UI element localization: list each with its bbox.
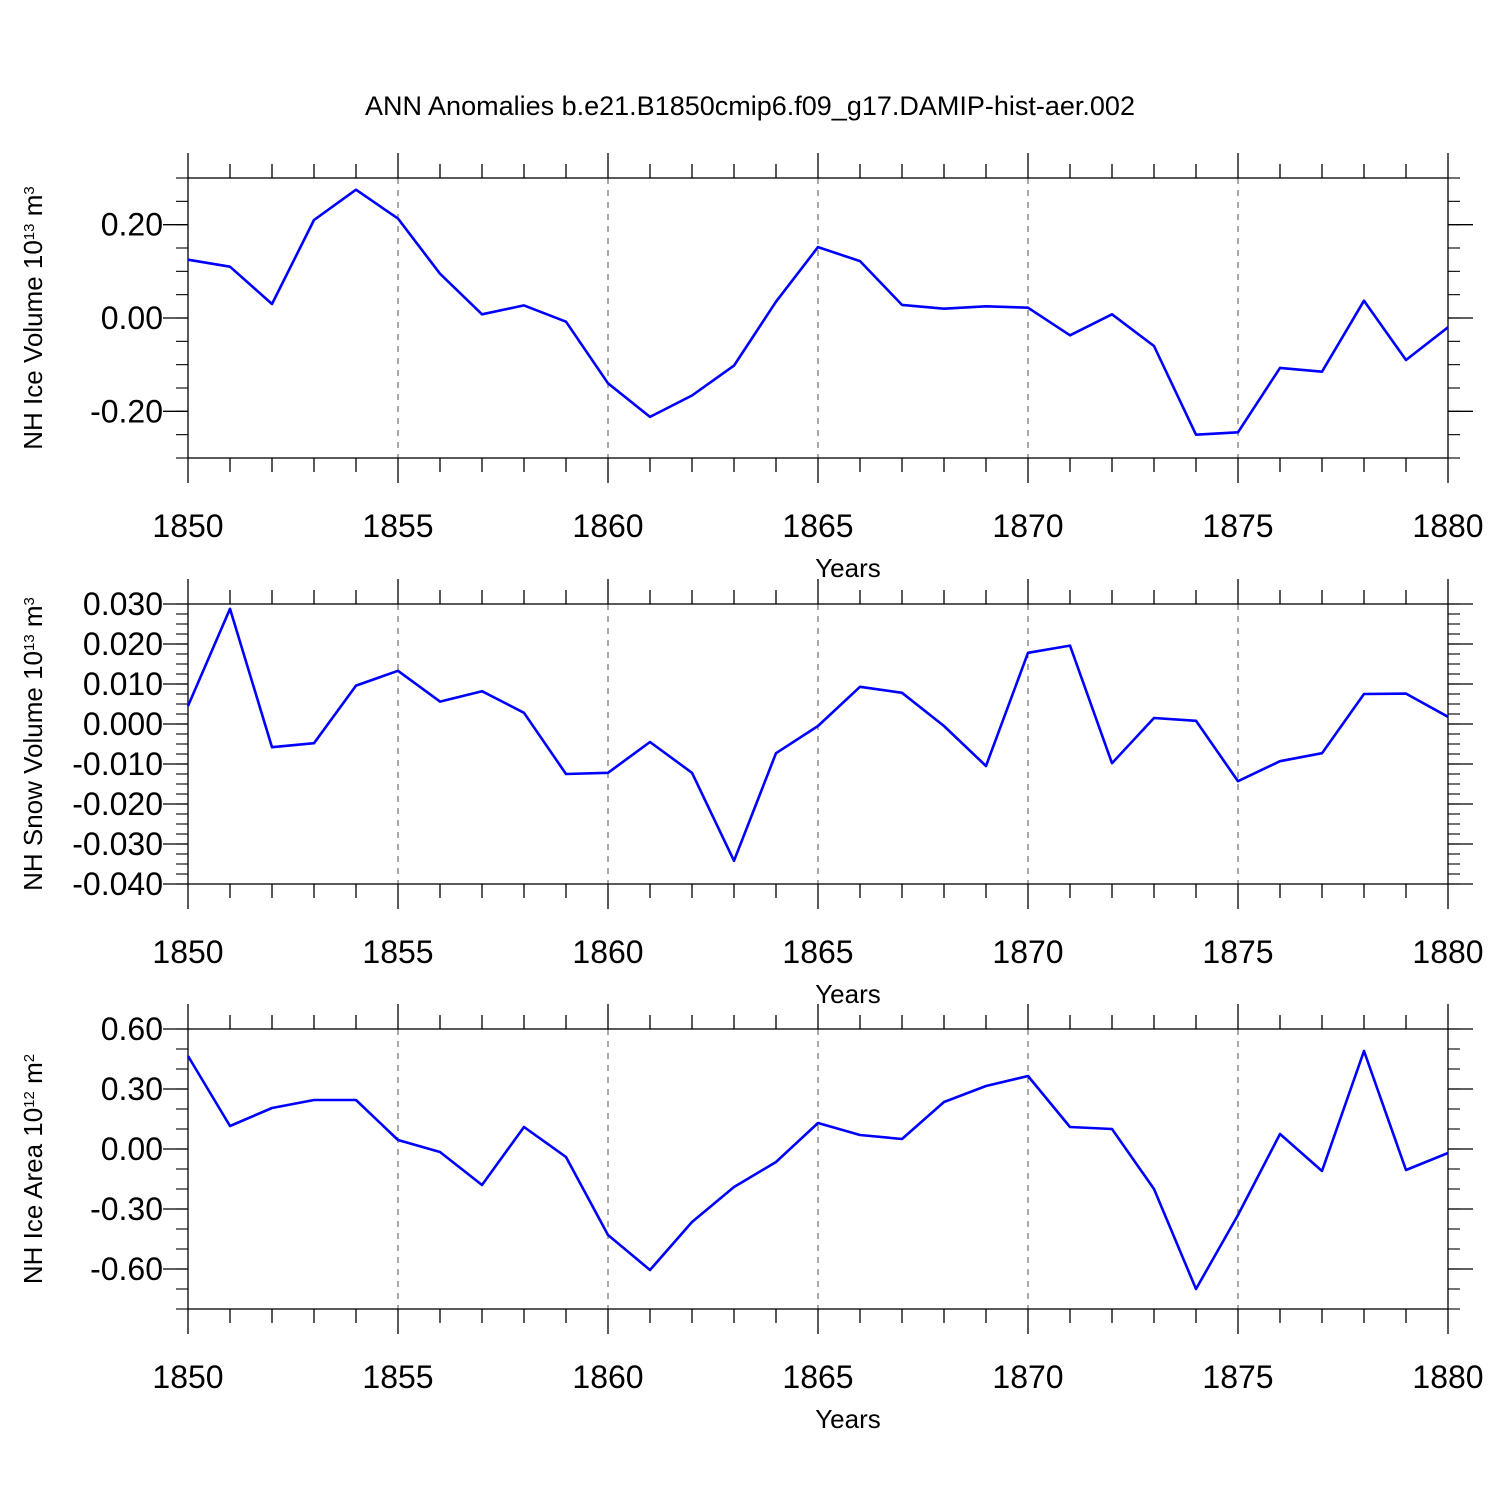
y-tick-label: -0.010: [72, 746, 163, 782]
y-tick-label: -0.30: [90, 1191, 163, 1227]
panel-3: 0.60 0.30 0.00 -0.30 -0.60 1850 1855 1860 1865 18…: [18, 1004, 1484, 1434]
x-tick-label: 1870: [992, 1359, 1063, 1395]
y-axis-label: NH Ice Volume 1013 m3: [18, 186, 48, 449]
panel-2: 0.030 0.020 0.010 0.000 -0.010 -0.020 -0.030 -0…: [18, 579, 1484, 1009]
x-tick-label: 1865: [782, 508, 853, 544]
x-tick-label: 1850: [152, 508, 223, 544]
series-line-1: [187, 188, 1449, 437]
x-axis-label: Years: [815, 553, 881, 583]
y-tick-label: 0.20: [101, 207, 163, 243]
y-tick-label: -0.040: [72, 866, 163, 902]
y-tick-label: -0.60: [90, 1251, 163, 1287]
y-tick-label: -0.020: [72, 786, 163, 822]
x-tick-label: 1880: [1412, 1359, 1483, 1395]
x-tick-label: 1860: [572, 934, 643, 970]
x-tick-label: 1875: [1202, 934, 1273, 970]
y-tick-label: 0.30: [101, 1071, 163, 1107]
x-tick-label: 1860: [572, 508, 643, 544]
y-tick-label: 0.00: [101, 1131, 163, 1167]
chart-title: ANN Anomalies b.e21.B1850cmip6.f09_g17.D…: [365, 91, 1135, 121]
x-tick-label: 1875: [1202, 1359, 1273, 1395]
x-tick-label: 1870: [992, 508, 1063, 544]
y-tick-label: -0.030: [72, 826, 163, 862]
x-axis-label: Years: [815, 1404, 881, 1434]
y-axis-label: NH Snow Volume 1013 m3: [18, 597, 48, 891]
y-tick-label: 0.000: [83, 706, 163, 742]
y-tick-label: -0.20: [90, 393, 163, 429]
x-tick-label: 1880: [1412, 508, 1483, 544]
y-tick-label: 0.00: [101, 300, 163, 336]
x-tick-label: 1855: [362, 1359, 433, 1395]
x-tick-label: 1855: [362, 934, 433, 970]
y-tick-label: 0.030: [83, 586, 163, 622]
x-tick-label: 1860: [572, 1359, 643, 1395]
chart-panels: 0.20 0.00 -0.20 1850 1855 1860 1865 1870 1875 188…: [18, 153, 1484, 1434]
x-tick-label: 1855: [362, 508, 433, 544]
x-tick-label: 1865: [782, 1359, 853, 1395]
x-tick-label: 1880: [1412, 934, 1483, 970]
x-tick-label: 1850: [152, 934, 223, 970]
x-tick-label: 1875: [1202, 508, 1273, 544]
x-tick-label: 1850: [152, 1359, 223, 1395]
x-axis-label: Years: [815, 979, 881, 1009]
y-tick-label: 0.020: [83, 626, 163, 662]
series-line-1: [186, 607, 1449, 863]
y-tick-label: 0.010: [83, 666, 163, 702]
panel-1: 0.20 0.00 -0.20 1850 1855 1860 1865 1870 1875 188…: [18, 153, 1484, 583]
series-line-1: [186, 1049, 1449, 1291]
x-tick-label: 1870: [992, 934, 1063, 970]
y-axis-label: NH Ice Area 1012 m2: [18, 1054, 48, 1284]
y-tick-label: 0.60: [101, 1011, 163, 1047]
x-tick-label: 1865: [782, 934, 853, 970]
